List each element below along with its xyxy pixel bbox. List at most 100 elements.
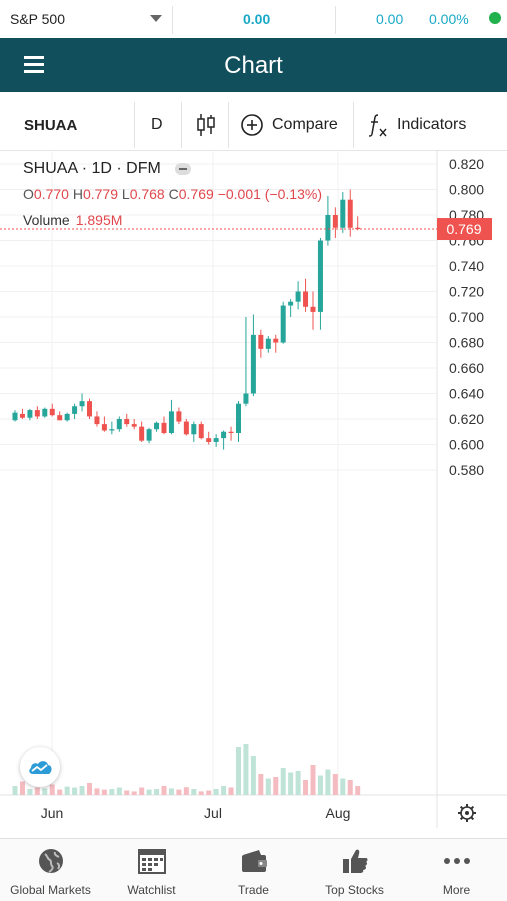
volume-bar (109, 789, 115, 795)
candle-body (124, 419, 130, 425)
indicators-button[interactable]: Indicators (367, 100, 466, 150)
candle-body (109, 429, 115, 431)
volume-bar (228, 787, 234, 795)
legend-title: SHUAA · 1D · DFM (23, 160, 161, 177)
ticker-change: 0.00 (376, 11, 404, 27)
candle-body (243, 393, 249, 404)
tab-top-stocks[interactable]: Top Stocks (304, 839, 405, 901)
volume-value: 1.895M (75, 212, 123, 228)
candle-body (310, 306, 316, 312)
divider (172, 6, 173, 34)
volume-bar (79, 786, 85, 795)
app-header: Chart (0, 38, 507, 92)
candle-body (34, 410, 40, 417)
y-tick-label: 0.580 (449, 462, 484, 478)
volume-bar (191, 789, 197, 795)
candle-body (340, 199, 346, 228)
change-value: −0.001 (−0.13%) (217, 186, 322, 202)
volume-bar (347, 780, 353, 795)
volume-bar (221, 786, 227, 795)
candle-body (317, 240, 323, 312)
volume-bar (198, 791, 204, 795)
volume-bar (94, 788, 100, 795)
compare-label: Compare (272, 116, 338, 133)
volume-bar (183, 787, 189, 795)
candle-body (355, 227, 361, 230)
volume-bar (34, 787, 40, 795)
price-chart[interactable]: 0.8200.8000.7800.7600.7400.7200.7000.680… (0, 150, 507, 830)
candle-body (280, 305, 286, 343)
compare-button[interactable]: Compare (240, 100, 338, 150)
candle-body (42, 408, 48, 417)
interval-button[interactable]: D (151, 116, 163, 133)
chart-toolbar: SHUAA D Compare Indicators (0, 100, 507, 151)
x-tick-label: Jun (41, 805, 64, 821)
candle-body (228, 431, 234, 434)
settings-gear-icon[interactable] (458, 804, 476, 822)
volume-bar (131, 791, 137, 795)
cloud-icon[interactable] (20, 747, 60, 787)
volume-bar (206, 790, 212, 795)
volume-bar (280, 768, 286, 795)
ticker-change-pct: 0.00% (429, 11, 469, 27)
tab-watchlist[interactable]: Watchlist (101, 839, 202, 901)
volume-bar (139, 787, 145, 795)
tab-global-markets[interactable]: Global Markets (0, 839, 101, 901)
candle-body (12, 412, 18, 421)
volume-bar (146, 789, 152, 795)
volume-bar (340, 778, 346, 795)
volume-bar (87, 783, 92, 795)
candle-body (161, 422, 167, 434)
candle-body (57, 415, 63, 421)
collapse-legend-icon[interactable] (175, 162, 192, 175)
tab-label: More (442, 883, 471, 897)
tab-more[interactable]: More (406, 839, 507, 901)
high-label: H (72, 186, 83, 202)
chart-legend-title: SHUAA · 1D · DFM (23, 160, 192, 178)
volume-bar (258, 774, 264, 795)
volume-bar (250, 756, 256, 795)
volume-bar (325, 769, 331, 795)
volume-bar (57, 789, 63, 795)
symbol-button[interactable]: SHUAA (24, 116, 78, 134)
candle-body (198, 424, 204, 439)
last-price-badge (437, 218, 492, 241)
open-value: 0.770 (33, 186, 69, 202)
volume-bar (273, 777, 279, 795)
y-tick-label: 0.600 (449, 437, 484, 453)
last-price-label: 0.769 (446, 221, 481, 237)
candle-body (273, 338, 279, 343)
ticker-symbol[interactable]: S&P 500 (10, 11, 66, 27)
thumbs-up-icon (342, 849, 367, 873)
open-label: O (23, 186, 34, 202)
volume-bar (154, 789, 160, 795)
menu-icon[interactable] (24, 56, 44, 74)
tab-trade[interactable]: Trade (203, 839, 304, 901)
volume-bar (168, 788, 174, 795)
candle-body (288, 301, 294, 306)
indicators-label: Indicators (397, 116, 467, 133)
tab-label: Top Stocks (325, 883, 384, 897)
watchlist-icon (137, 849, 166, 874)
volume-label: Volume (23, 212, 70, 228)
candle-body (347, 199, 353, 228)
volume-bar (288, 772, 294, 795)
volume-bar (27, 789, 33, 795)
candle-body (250, 334, 256, 394)
chart-legend-volume: Volume 1.895M (23, 212, 122, 228)
y-tick-label: 0.680 (449, 335, 484, 351)
divider (228, 102, 229, 148)
high-value: 0.779 (82, 186, 118, 202)
plus-circle-icon (241, 114, 263, 136)
chevron-down-icon[interactable] (150, 15, 162, 22)
chart-type-button[interactable] (196, 100, 216, 150)
candle-body (206, 438, 212, 442)
function-icon (368, 114, 387, 137)
candle-body (183, 421, 189, 435)
y-tick-label: 0.700 (449, 309, 484, 325)
candle-body (258, 334, 264, 349)
close-value: 0.769 (178, 186, 214, 202)
candlestick-icon (197, 114, 215, 136)
more-icon (443, 858, 470, 864)
tab-label: Trade (238, 883, 269, 897)
